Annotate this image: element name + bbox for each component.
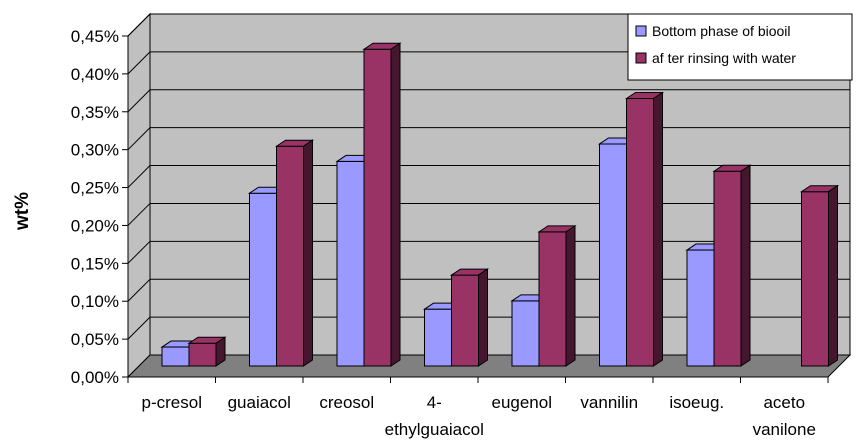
y-tick-label: 0,20% — [71, 216, 119, 235]
x-tick-label: vanilone — [753, 420, 816, 439]
x-tick-label: ethylguaiacol — [385, 420, 484, 439]
legend-swatch — [635, 52, 647, 64]
y-tick-label: 0,05% — [71, 330, 119, 349]
legend-label: af ter rinsing with water — [652, 50, 796, 66]
bar — [537, 224, 577, 367]
y-tick-label: 0,35% — [71, 103, 119, 122]
bar-front — [451, 274, 479, 367]
bar-front — [686, 249, 715, 367]
legend-box — [627, 13, 853, 81]
x-tick-label: eugenol — [491, 393, 552, 412]
y-tick-label: 0,30% — [71, 141, 119, 160]
x-tick-label: 4- — [427, 393, 442, 412]
bar-side — [390, 42, 401, 367]
legend: Bottom phase of biooil af ter rinsing wit… — [627, 13, 853, 81]
bar-side — [828, 184, 838, 367]
gridline — [127, 89, 850, 113]
bar-side — [303, 139, 313, 367]
x-tick-label: isoeug. — [669, 393, 724, 412]
bar-front — [599, 143, 627, 367]
bar-side — [478, 268, 488, 367]
x-tick-label: vannilin — [580, 393, 638, 412]
bar — [187, 336, 227, 367]
bar-front — [511, 300, 540, 367]
bars — [160, 42, 840, 367]
bar — [449, 268, 490, 367]
bar — [624, 91, 665, 367]
bar-front — [276, 145, 304, 367]
side-wall — [127, 12, 151, 379]
x-tick-label: aceto — [763, 393, 805, 412]
legend-swatch — [635, 25, 647, 37]
bar-front — [161, 346, 190, 367]
x-tick-label: guaiacol — [228, 393, 291, 412]
bar-side — [740, 164, 751, 367]
bar-front — [626, 98, 654, 367]
bar-front — [363, 48, 392, 367]
y-axis-label: wt% — [12, 192, 33, 231]
bar-front — [538, 231, 567, 367]
bar-side — [215, 336, 226, 367]
bar-front — [424, 308, 452, 367]
gridline — [127, 13, 850, 37]
legend-label: Bottom phase of biooil — [652, 23, 791, 39]
y-tick-label: 0,25% — [71, 179, 119, 198]
bar — [799, 184, 840, 367]
bar-side — [565, 224, 576, 367]
bar — [712, 164, 752, 367]
bar-front — [336, 160, 365, 367]
y-axis: 0,00% 0,05% 0,10% 0,15% 0,20% 0,25% 0,30% 0,35%… — [71, 27, 129, 387]
x-tick-label: p-cresol — [142, 393, 202, 412]
y-tick-label: 0,45% — [71, 27, 119, 46]
bar-front — [188, 342, 217, 367]
bar-front — [801, 191, 829, 367]
gridline — [127, 51, 850, 75]
x-tick-label: creosol — [319, 393, 374, 412]
y-tick-label: 0,15% — [71, 254, 119, 273]
bar — [274, 139, 315, 367]
y-tick-label: 0,00% — [71, 368, 119, 387]
bar-front — [713, 170, 742, 367]
bar — [362, 42, 402, 367]
bar-front — [249, 192, 277, 367]
y-tick-label: 0,40% — [71, 65, 119, 84]
bar-side — [653, 91, 663, 367]
x-axis: p-cresol guaiacol creosol 4- ethylguaiacol eu… — [127, 376, 829, 439]
y-tick-label: 0,10% — [71, 292, 119, 311]
gridline — [127, 127, 850, 151]
